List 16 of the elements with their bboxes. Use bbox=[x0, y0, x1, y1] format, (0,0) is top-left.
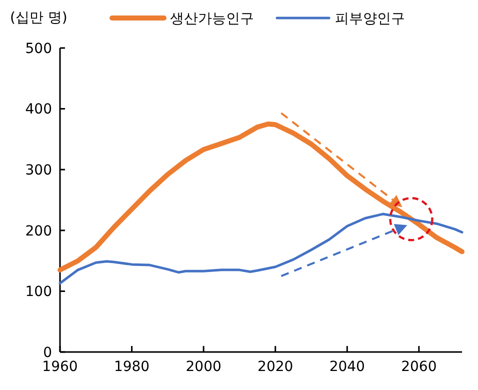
x-tick-label: 1980 bbox=[114, 359, 150, 375]
y-tick-label: 100 bbox=[25, 284, 52, 300]
x-tick-label: 2040 bbox=[329, 359, 365, 375]
x-tick-label: 1960 bbox=[42, 359, 78, 375]
y-tick-label: 300 bbox=[25, 162, 52, 178]
y-tick-label: 0 bbox=[43, 344, 52, 361]
x-tick-label: 2060 bbox=[401, 359, 437, 375]
y-axis-title: (십만 명) bbox=[10, 10, 68, 26]
y-tick-label: 200 bbox=[25, 223, 52, 240]
legend-label: 생산가능인구 bbox=[170, 10, 254, 27]
y-tick-label: 500 bbox=[25, 40, 52, 57]
x-tick-label: 2020 bbox=[258, 359, 294, 375]
legend-label: 피부양인구 bbox=[335, 10, 405, 27]
y-tick-label: 400 bbox=[25, 102, 52, 118]
x-tick-label: 2000 bbox=[186, 359, 222, 375]
line-series bbox=[58, 212, 464, 285]
